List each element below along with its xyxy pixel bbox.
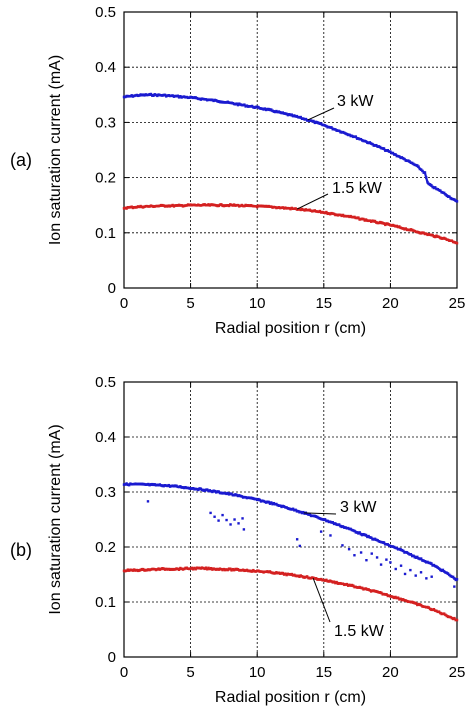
data-point [455,241,459,245]
data-point [375,556,379,559]
x-tick-label: 10 [249,664,266,681]
x-tick-label: 0 [120,295,128,312]
data-point [213,515,216,518]
x-tick-label: 25 [449,295,466,312]
data-point [209,511,212,515]
x-tick-label: 20 [382,664,399,681]
annotation-label: 3 kW [337,93,374,110]
data-point [409,568,412,572]
data-point [399,564,403,567]
data-point [122,207,126,210]
data-point [403,572,407,576]
series-line [123,204,458,244]
y-tick-label: 0.4 [95,59,116,76]
data-point [225,518,228,522]
data-point [453,585,456,588]
data-point [298,544,302,548]
panel-label: (a) [10,150,32,170]
x-tick-label: 5 [186,295,194,312]
x-tick-label: 25 [449,664,466,681]
data-point [430,575,433,578]
data-point [242,528,246,531]
y-axis-label: Ion saturation current (mA) [47,55,64,245]
data-point [122,569,126,573]
data-point [379,563,383,566]
series-3-kw [122,482,459,582]
data-point [295,538,299,541]
data-point [370,552,373,555]
x-tick-label: 15 [315,295,332,312]
y-tick-label: 0.5 [95,374,116,391]
annotation-leader [307,107,335,121]
series-1.5-kw [122,566,459,622]
series-line [124,483,458,581]
annotation-label: 3 kW [340,499,377,516]
data-point [221,513,224,517]
plot-frame [123,381,458,658]
y-tick-label: 0.5 [95,4,116,21]
data-point [385,558,388,561]
panel-b: 0 5 10 15 20 25 0 0.1 0.2 0.3 0.4 0.5 Radial positio… [10,374,465,706]
x-axis-label: Radial position r (cm) [215,689,366,706]
data-point [341,544,344,547]
data-point [425,577,428,580]
x-tick-label: 15 [315,664,332,681]
data-point [319,530,323,533]
y-tick-label: 0.1 [95,594,116,611]
y-tick-label: 0.2 [95,539,116,556]
x-tick-label: 0 [120,664,128,681]
x-tick-label: 20 [382,295,399,312]
annotation-leader [296,193,329,210]
series-1.5-kw [122,203,459,245]
x-tick-label: 10 [249,295,266,312]
y-tick-label: 0.2 [95,170,116,187]
panel-a: 0 5 10 15 20 25 0 0.1 0.2 0.3 0.4 0.5 Radial positio… [10,4,465,337]
series-line [123,567,458,622]
series-3-kw [122,92,459,203]
data-point [359,551,363,554]
series-3-kw-scattered-points [146,500,456,588]
data-point [146,500,150,503]
annotation-leader [312,578,331,623]
y-tick-label: 0.4 [95,429,116,446]
x-axis-label: Radial position r (cm) [215,320,366,337]
annotation-leader [303,512,337,515]
data-point [394,567,397,571]
data-point [389,561,392,564]
data-point [347,548,351,551]
data-point [329,534,332,537]
y-tick-label: 0 [108,649,116,666]
y-axis-label: Ion saturation current (mA) [47,424,64,614]
data-point [217,519,220,522]
x-tick-label: 5 [186,664,194,681]
y-tick-label: 0 [108,280,116,297]
data-point [414,574,417,577]
data-point [241,517,244,520]
data-point [365,559,368,562]
data-point [353,554,356,557]
panel-label: (b) [10,540,32,560]
y-tick-label: 0.1 [95,225,116,242]
data-point [233,518,236,521]
data-point [229,523,232,526]
y-tick-label: 0.3 [95,484,116,501]
annotation-label: 1.5 kW [332,180,383,197]
series-line [123,93,458,203]
plot-frame [123,11,458,289]
y-tick-label: 0.3 [95,114,116,131]
annotation-label: 1.5 kW [334,623,385,640]
data-point [419,571,423,574]
data-point [237,522,240,525]
